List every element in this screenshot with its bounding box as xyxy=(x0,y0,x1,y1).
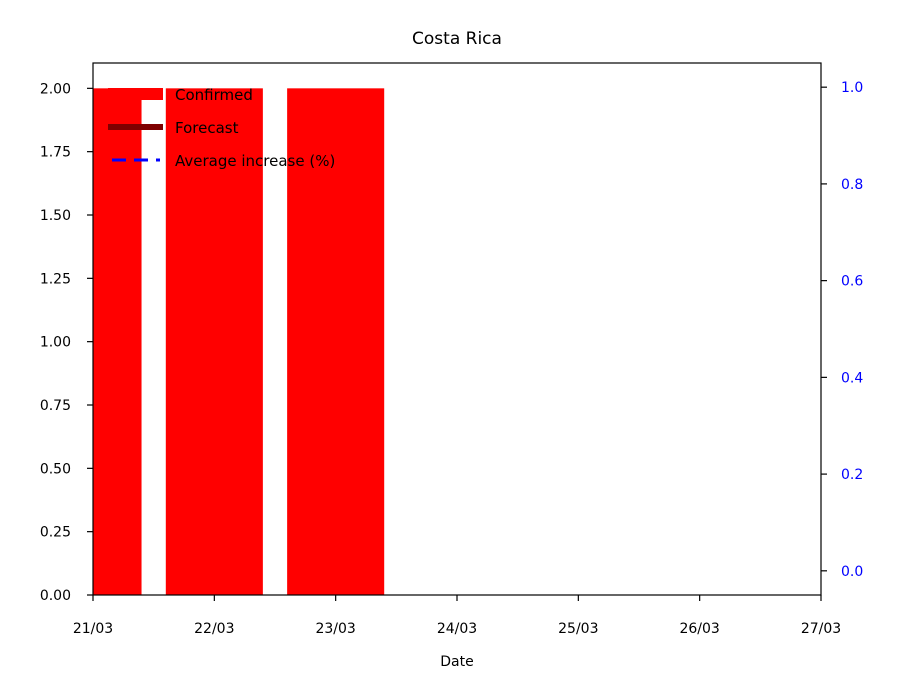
y-left-tick-label: 2.00 xyxy=(40,81,71,97)
y-right-tick-label: 0.2 xyxy=(841,467,863,483)
y-left-tick-label: 1.50 xyxy=(40,208,71,224)
x-tick-label: 22/03 xyxy=(194,621,234,637)
y-left-tick-label: 0.00 xyxy=(40,588,71,604)
y-left-tick-label: 0.25 xyxy=(40,525,71,541)
legend-label-0: Confirmed xyxy=(175,86,253,104)
y-right-tick-label: 0.0 xyxy=(841,564,863,580)
x-tick-label: 24/03 xyxy=(437,621,477,637)
y-left-tick-label: 1.25 xyxy=(40,271,71,287)
legend-label-1: Forecast xyxy=(175,119,239,137)
legend-handle-0 xyxy=(108,88,163,100)
x-tick-label: 26/03 xyxy=(679,621,719,637)
y-right-tick-label: 0.4 xyxy=(841,370,863,386)
x-tick-label: 23/03 xyxy=(315,621,355,637)
chart-title: Costa Rica xyxy=(412,29,502,49)
bars-layer xyxy=(0,63,385,596)
y-left-tick-label: 1.00 xyxy=(40,335,71,351)
y-right-tick-label: 1.0 xyxy=(841,80,863,96)
y-left-tick-label: 1.75 xyxy=(40,145,71,161)
legend-label-2: Average increase (%) xyxy=(175,152,335,170)
axes-layer: 21/03 22/03 23/03 24/03 25/03 26/03 27/03 0.00 0… xyxy=(40,62,863,637)
bar-confirmed-2 xyxy=(287,88,385,595)
bar-confirmed-1 xyxy=(165,88,263,595)
plot-left-mask xyxy=(0,63,93,596)
y-right-tick-label: 0.6 xyxy=(841,274,863,290)
legend: Confirmed Forecast Average increase (%) xyxy=(108,86,335,170)
x-tick-label: 25/03 xyxy=(558,621,598,637)
x-tick-label: 21/03 xyxy=(73,621,113,637)
x-tick-label: 27/03 xyxy=(801,621,841,637)
y-left-tick-label: 0.75 xyxy=(40,398,71,414)
x-axis-label: Date xyxy=(440,654,473,670)
y-left-tick-label: 0.50 xyxy=(40,461,71,477)
y-right-tick-label: 0.8 xyxy=(841,177,863,193)
